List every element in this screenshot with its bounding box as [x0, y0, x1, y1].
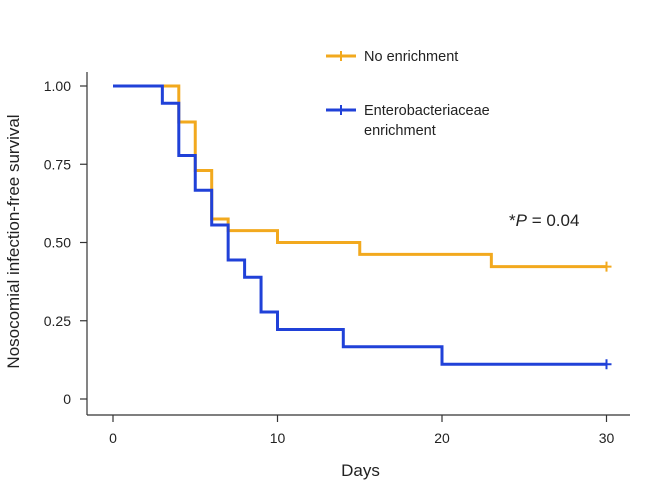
legend-label-1: enrichment: [364, 123, 436, 139]
y-tick-label: 0.25: [44, 313, 71, 329]
x-tick-label: 20: [434, 430, 450, 446]
x-tick-label: 10: [270, 430, 286, 446]
y-tick-label: 0.75: [44, 156, 71, 172]
survival-curve-0: [113, 84, 607, 269]
x-tick-label: 30: [599, 430, 615, 446]
x-tick-label: 0: [109, 430, 117, 446]
y-ticks: 0 0.25 0.50 0.75 1.00: [44, 78, 87, 407]
y-tick-label: 0.50: [44, 235, 71, 251]
survival-curves: [113, 84, 612, 370]
axes: [86, 72, 630, 416]
censor-marker: [601, 261, 612, 272]
censor-marker: [601, 359, 612, 370]
x-axis-title: Days: [341, 461, 380, 480]
y-tick-label: 1.00: [44, 78, 71, 94]
p-value-prefix: *: [509, 211, 516, 230]
p-value-annotation: *P = 0.04: [509, 211, 579, 230]
p-value-text: = 0.04: [527, 211, 579, 230]
legend: No enrichment Enterobacteriaceae enrichmen…: [326, 49, 490, 139]
legend-label-0: No enrichment: [364, 49, 458, 65]
p-value-symbol: P: [516, 211, 528, 230]
y-axis-title: Nosocomial infection-free survival: [4, 114, 23, 368]
legend-label-1: Enterobacteriaceae: [364, 103, 490, 119]
x-ticks: 0 10 20 30: [109, 415, 614, 446]
y-tick-label: 0: [63, 391, 71, 407]
survival-curve-1: [113, 84, 607, 366]
